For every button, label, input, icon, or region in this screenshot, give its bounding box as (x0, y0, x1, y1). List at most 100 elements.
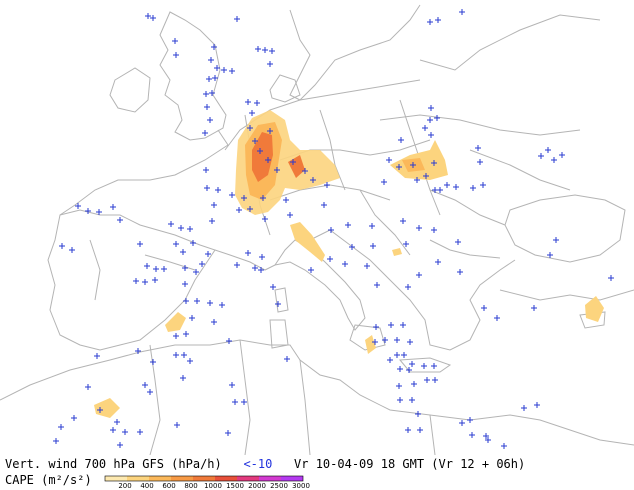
plus-marker (370, 243, 376, 249)
plus-marker (234, 16, 240, 22)
plus-marker (437, 187, 443, 193)
colorbar-outline (104, 475, 304, 482)
plus-marker (147, 389, 153, 395)
plus-marker (308, 267, 314, 273)
plus-marker (534, 402, 540, 408)
plus-marker (207, 300, 213, 306)
plus-marker (431, 363, 437, 369)
plus-marker (249, 110, 255, 116)
plus-marker (321, 202, 327, 208)
plus-marker (252, 265, 258, 271)
plus-marker (229, 192, 235, 198)
plus-marker (110, 427, 116, 433)
plus-marker (214, 65, 220, 71)
colorbar-swatch (105, 476, 127, 481)
plus-marker (247, 125, 253, 131)
plus-marker (396, 164, 402, 170)
legend-time: Vr 10-04-09 18 GMT (Vr 12 + 06h) (294, 457, 526, 471)
cape-area-algeria (94, 398, 120, 418)
plus-marker (302, 168, 308, 174)
plus-marker (189, 315, 195, 321)
plus-marker (207, 117, 213, 123)
plus-marker (194, 298, 200, 304)
plus-marker (209, 90, 215, 96)
plus-marker (145, 13, 151, 19)
plus-marker (270, 284, 276, 290)
plus-marker (211, 44, 217, 50)
plus-marker (483, 433, 489, 439)
plus-marker (284, 356, 290, 362)
colorbar-swatch (237, 476, 259, 481)
plus-marker (260, 195, 266, 201)
plus-marker (245, 99, 251, 105)
plus-marker (236, 207, 242, 213)
plus-marker (247, 206, 253, 212)
plus-marker (409, 397, 415, 403)
colorbar-swatch (149, 476, 171, 481)
plus-marker (424, 377, 430, 383)
plus-marker (422, 125, 428, 131)
plus-marker (406, 367, 412, 373)
plus-marker (183, 298, 189, 304)
plus-marker (349, 244, 355, 250)
plus-marker (328, 227, 334, 233)
plus-marker (254, 100, 260, 106)
plus-marker (453, 184, 459, 190)
cape-area-balkans (392, 248, 402, 256)
plus-marker (152, 277, 158, 283)
plus-marker (435, 17, 441, 23)
plus-marker (117, 442, 123, 448)
cape-area-italy (290, 222, 325, 262)
plus-marker (53, 438, 59, 444)
plus-marker (59, 243, 65, 249)
plus-marker (467, 417, 473, 423)
plus-marker (212, 75, 218, 81)
plus-marker (193, 269, 199, 275)
plus-marker (538, 153, 544, 159)
plus-marker (135, 348, 141, 354)
plus-marker (174, 422, 180, 428)
plus-marker (137, 429, 143, 435)
plus-marker (173, 352, 179, 358)
plus-marker (410, 162, 416, 168)
plus-marker (168, 221, 174, 227)
plus-marker (388, 322, 394, 328)
plus-marker (117, 217, 123, 223)
cape-colorbar: 200 400 600 800 1000 1500 2000 2500 3000 (104, 475, 310, 490)
colorbar-tick-label: 3000 (292, 482, 310, 490)
plus-marker (245, 250, 251, 256)
colorbar-tick-label: 200 (118, 482, 131, 490)
plus-marker (324, 182, 330, 188)
plus-marker (431, 160, 437, 166)
colorbar-swatch (259, 476, 281, 481)
plus-marker (432, 377, 438, 383)
plus-marker (427, 19, 433, 25)
colorbar-tick-label: 400 (140, 482, 153, 490)
plus-marker (58, 424, 64, 430)
plus-marker (229, 68, 235, 74)
legend: Vert. wind 700 hPa GFS (hPa/h) <-10 Vr 1… (0, 455, 634, 490)
plus-marker (190, 240, 196, 246)
plus-marker (229, 382, 235, 388)
plus-marker (221, 67, 227, 73)
plus-marker (400, 218, 406, 224)
plus-marker (232, 399, 238, 405)
plus-marker (551, 157, 557, 163)
plus-marker (180, 249, 186, 255)
plus-marker (110, 204, 116, 210)
cape-area-central-high (252, 132, 273, 182)
colorbar-tick-label: 2000 (248, 482, 266, 490)
colorbar-swatch (215, 476, 237, 481)
plus-marker (226, 338, 232, 344)
plus-marker (342, 261, 348, 267)
plus-marker (434, 115, 440, 121)
plus-marker (481, 305, 487, 311)
plus-marker (431, 227, 437, 233)
plus-marker (290, 159, 296, 165)
plus-marker (547, 252, 553, 258)
plus-marker (97, 407, 103, 413)
plus-marker (241, 195, 247, 201)
plus-marker (225, 430, 231, 436)
plus-marker (274, 167, 280, 173)
plus-marker (345, 222, 351, 228)
